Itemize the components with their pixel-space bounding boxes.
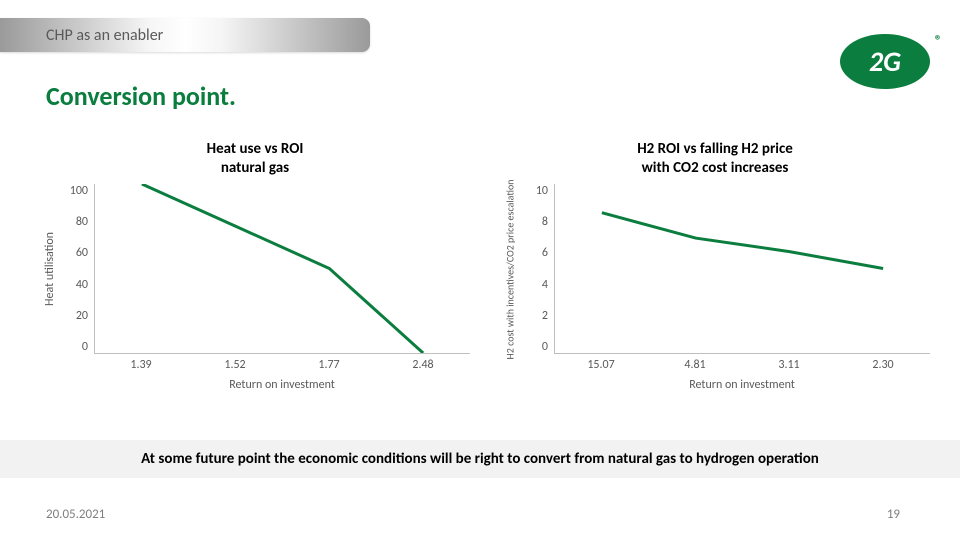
ytick: 8 [542,215,548,229]
chart2-xlabel: Return on investment [554,372,930,392]
chart1-title: Heat use vs ROI natural gas [40,140,470,184]
section-tab: CHP as an enabler [0,18,370,52]
xtick: 3.11 [742,358,836,372]
chart-heat-vs-roi: Heat use vs ROI natural gas Heat utilisa… [40,140,470,420]
logo-ellipse: 2G [840,34,930,89]
ytick: 4 [542,278,548,292]
date-label: 20.05.2021 [46,507,105,522]
chart1-plot-area [94,184,470,354]
footer-message: At some future point the economic condit… [0,440,960,478]
ytick: 0 [542,340,548,354]
chart2-yaxis: 10 8 6 4 2 0 [520,184,554,354]
brand-logo: 2G ® [840,34,930,89]
xtick: 1.77 [282,358,376,372]
ytick: 40 [76,278,88,292]
logo-text: 2G [869,44,901,79]
ytick: 20 [76,309,88,323]
ytick: 80 [76,215,88,229]
chart1-ylabel: Heat utilisation [40,184,60,354]
ytick: 100 [70,184,88,198]
chart2-plot-row: H2 cost with incentives/CO2 price escala… [500,184,930,354]
section-tab-label: CHP as an enabler [46,26,163,45]
chart1-plot-row: Heat utilisation 100 80 60 40 20 0 [40,184,470,354]
data-line [602,213,883,269]
chart1-xlabel: Return on investment [94,372,470,392]
data-line [142,184,423,353]
ytick: 60 [76,246,88,260]
page-number: 19 [887,507,900,522]
chart1-yaxis: 100 80 60 40 20 0 [60,184,94,354]
chart1-xaxis: 1.391.521.772.48 [94,354,470,372]
ytick: 10 [536,184,548,198]
ytick: 6 [542,246,548,260]
xtick: 2.30 [836,358,930,372]
ytick: 2 [542,309,548,323]
xtick: 1.39 [94,358,188,372]
xtick: 4.81 [648,358,742,372]
xtick: 15.07 [554,358,648,372]
chart2-plot-area [554,184,930,354]
xtick: 2.48 [376,358,470,372]
registered-mark: ® [935,32,942,49]
xtick: 1.52 [188,358,282,372]
ytick: 0 [82,340,88,354]
charts-container: Heat use vs ROI natural gas Heat utilisa… [40,140,930,420]
chart2-xaxis: 15.074.813.112.30 [554,354,930,372]
chart2-ylabel: H2 cost with incentives/CO2 price escala… [500,184,520,354]
page-title: Conversion point. [46,80,236,112]
chart-h2-roi: H2 ROI vs falling H2 price with CO2 cost… [500,140,930,420]
chart2-title: H2 ROI vs falling H2 price with CO2 cost… [500,140,930,184]
